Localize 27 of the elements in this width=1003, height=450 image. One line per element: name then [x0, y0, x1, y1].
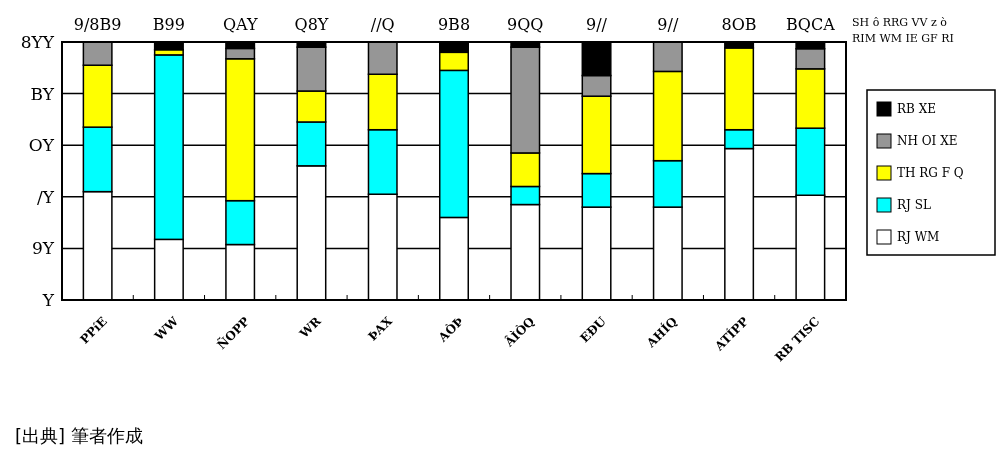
text: 9//: [657, 15, 679, 34]
text: Q8Y: [294, 15, 329, 34]
text: 9//: [586, 15, 608, 34]
text: RIM WM IE GF RI: [852, 32, 954, 45]
text: SH ô RRG VV z ò: [852, 16, 948, 29]
x-tick-label: WW: [151, 313, 182, 344]
ref-line-label: BY: [30, 83, 55, 104]
legend-label: RB XE: [897, 102, 936, 117]
text: 8YY: [20, 31, 55, 52]
ref-line-label: OY: [28, 135, 55, 156]
text: [出典] 筆者作成: [15, 425, 143, 446]
legend-label: TH RG F Q: [897, 166, 964, 181]
text: 9B8: [437, 15, 471, 34]
text: 8OB: [721, 15, 757, 34]
text: QAY: [222, 15, 258, 34]
text: //Q: [370, 15, 395, 34]
text: 9QQ: [507, 15, 544, 34]
text: B99: [152, 15, 185, 34]
legend-label: RJ WM: [897, 230, 940, 245]
x-tick-label: WR: [296, 313, 325, 342]
text: 9/8B9: [73, 15, 122, 34]
ref-line-label: 9Y: [31, 238, 55, 259]
text: BQCA: [786, 15, 836, 34]
legend-label: RJ SL: [897, 198, 931, 213]
ref-line-label: /Y: [37, 186, 55, 207]
legend-label: NH OI XE: [897, 134, 958, 149]
text: Y: [41, 289, 55, 310]
